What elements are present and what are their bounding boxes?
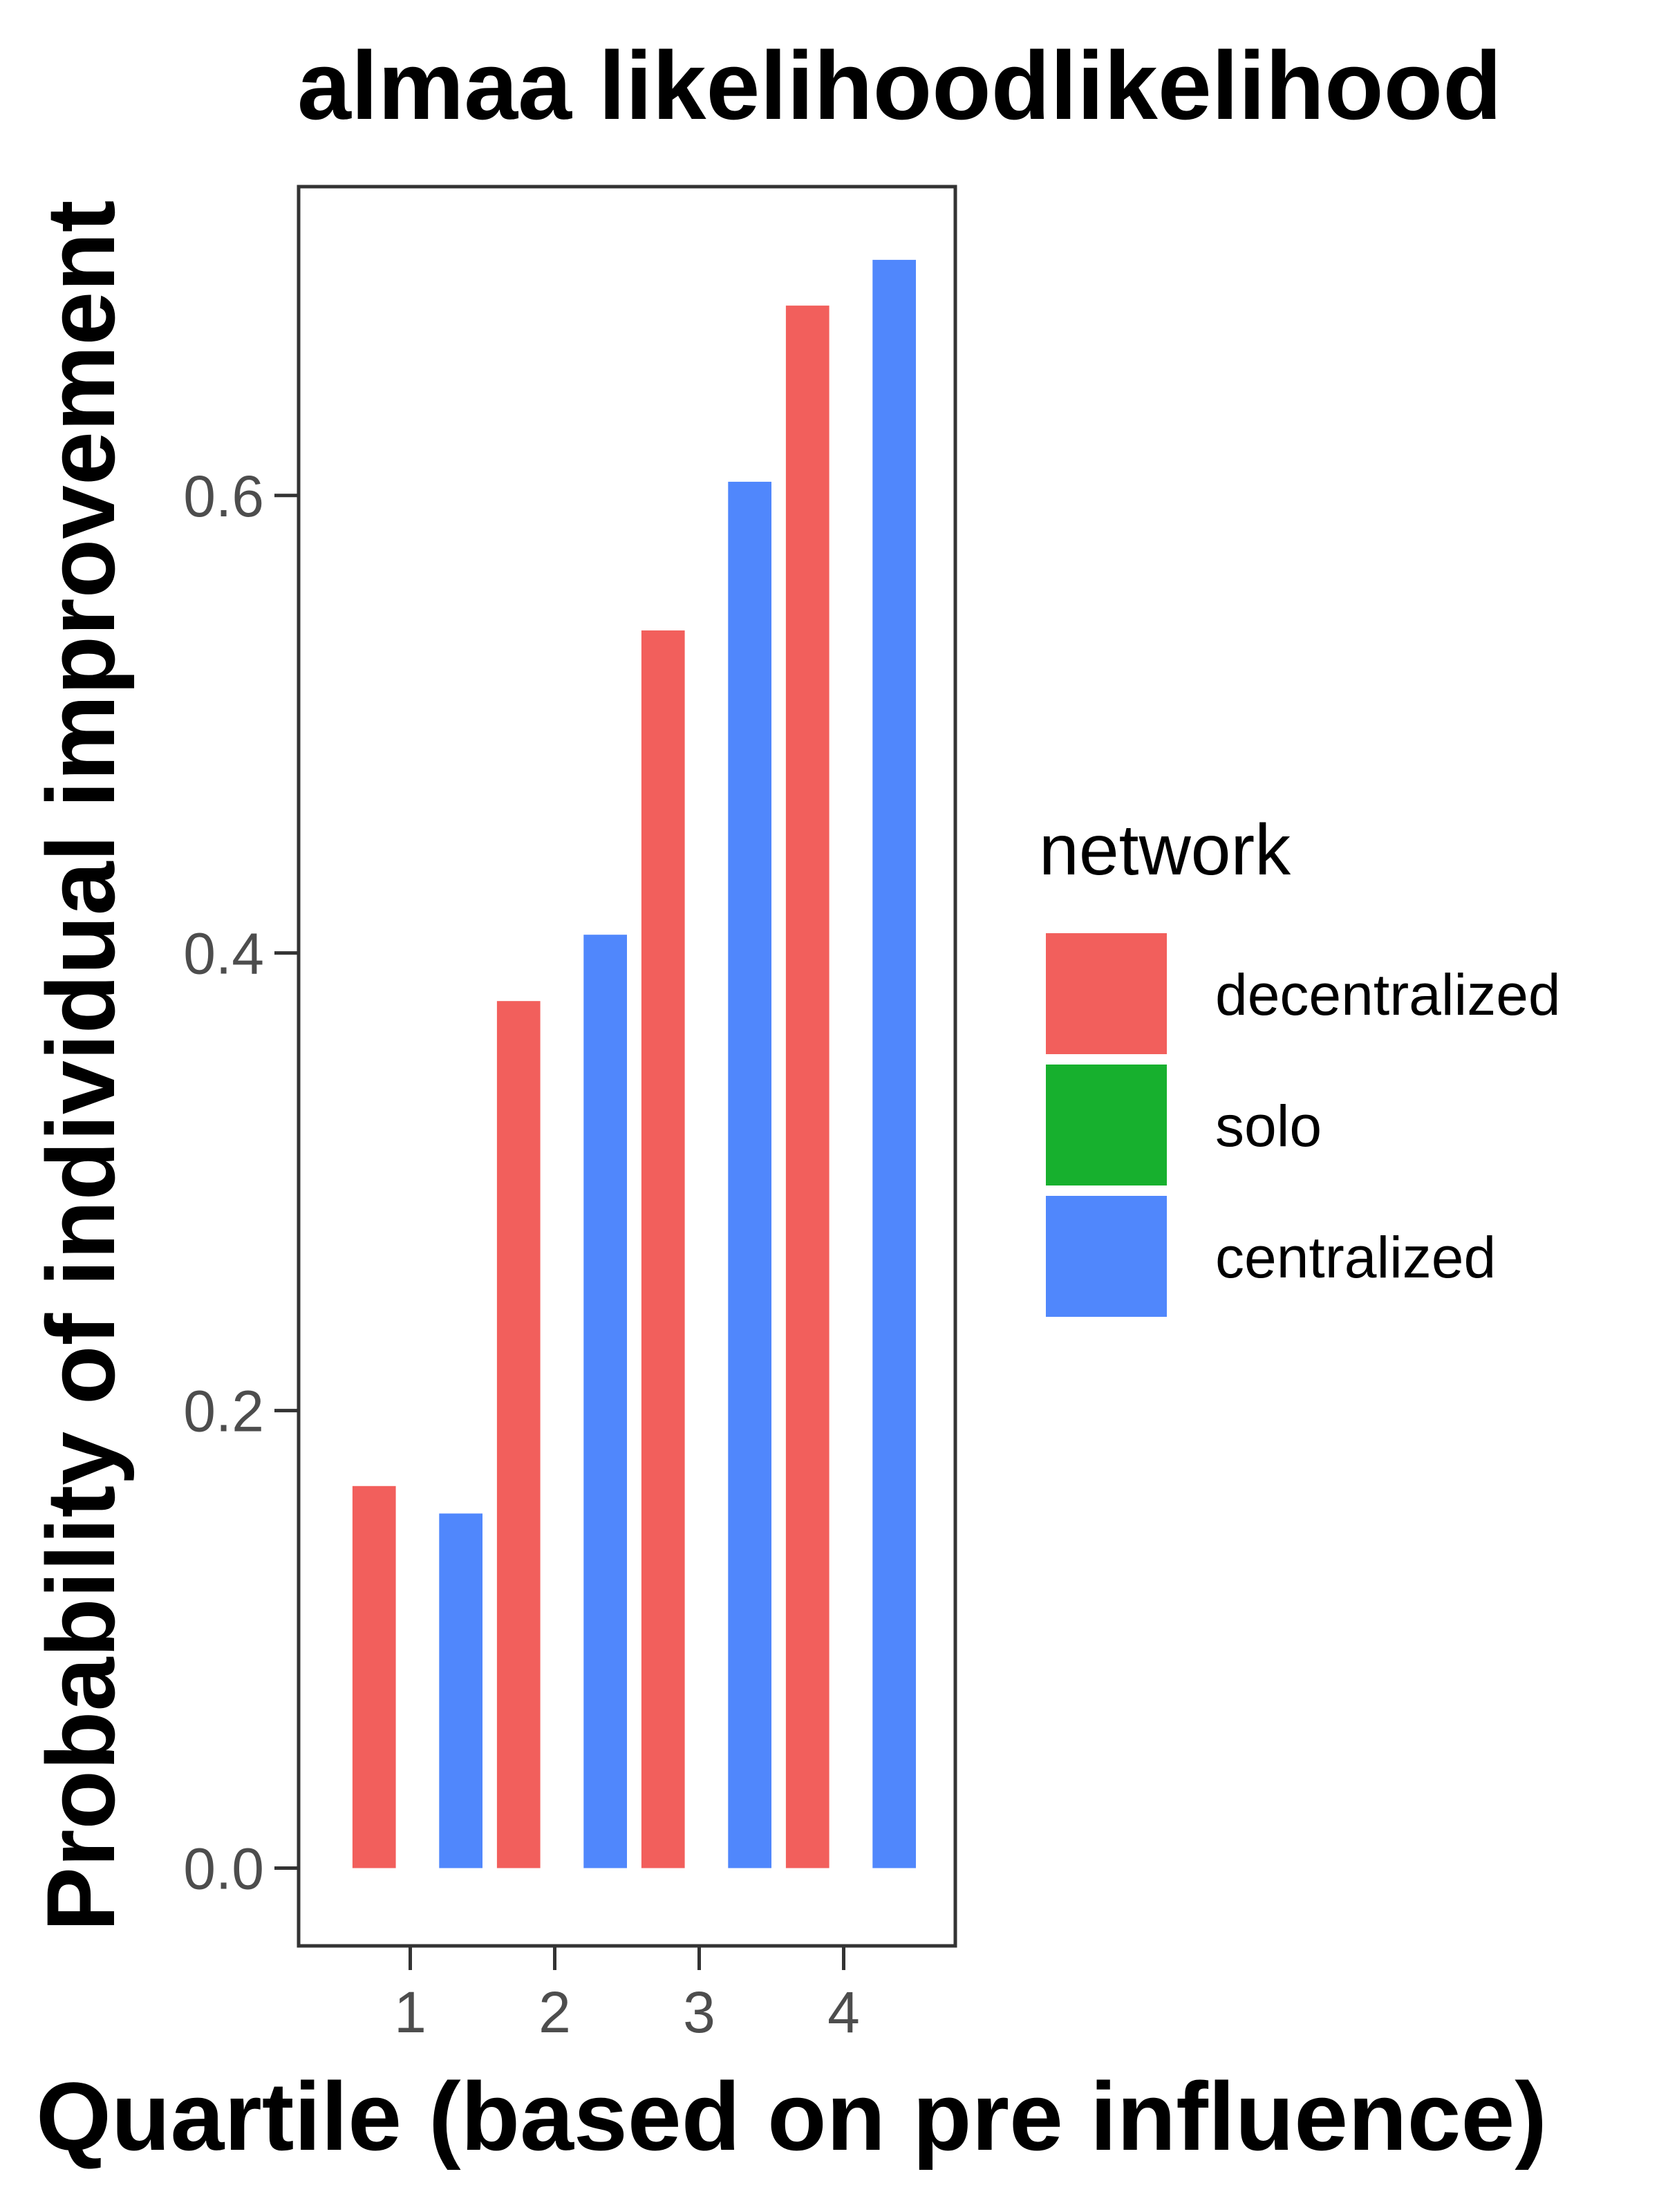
x-axis-title: Quartile (based on pre influence) — [36, 2062, 1547, 2171]
y-tick-label: 0.4 — [183, 921, 264, 986]
legend: network decentralized solo centralized — [1039, 810, 1561, 1317]
legend-title: network — [1039, 810, 1291, 890]
legend-label-decentralized: decentralized — [1215, 962, 1561, 1027]
bar-centralized — [583, 935, 627, 1868]
x-axis: 1 2 3 4 — [394, 1946, 860, 2045]
y-axis-title: Probability of individual improvement — [26, 200, 135, 1932]
bar-centralized — [439, 1513, 482, 1868]
x-tick-label: 1 — [394, 1980, 427, 2045]
legend-items: decentralized solo centralized — [1046, 933, 1561, 1317]
y-axis: 0.0 0.2 0.4 0.6 — [183, 464, 299, 1901]
y-tick-label: 0.2 — [183, 1379, 264, 1444]
y-tick-label: 0.6 — [183, 464, 264, 529]
legend-label-centralized: centralized — [1215, 1225, 1496, 1290]
bar-decentralized — [496, 1001, 541, 1868]
chart-title: almaa likelihoodlikelihood — [297, 31, 1502, 140]
bar-decentralized — [352, 1485, 396, 1868]
x-tick-label: 2 — [538, 1980, 571, 2045]
bar-decentralized — [641, 630, 685, 1868]
x-tick-label: 4 — [827, 1980, 860, 2045]
legend-label-solo: solo — [1215, 1094, 1322, 1159]
bar-centralized — [728, 481, 771, 1868]
bar-decentralized — [785, 306, 830, 1868]
bar-centralized — [872, 259, 916, 1868]
legend-key-decentralized — [1046, 933, 1167, 1054]
legend-key-solo — [1046, 1065, 1167, 1185]
x-tick-label: 3 — [683, 1980, 715, 2045]
legend-key-centralized — [1046, 1196, 1167, 1317]
y-tick-label: 0.0 — [183, 1836, 264, 1901]
bars-group — [352, 259, 916, 1868]
